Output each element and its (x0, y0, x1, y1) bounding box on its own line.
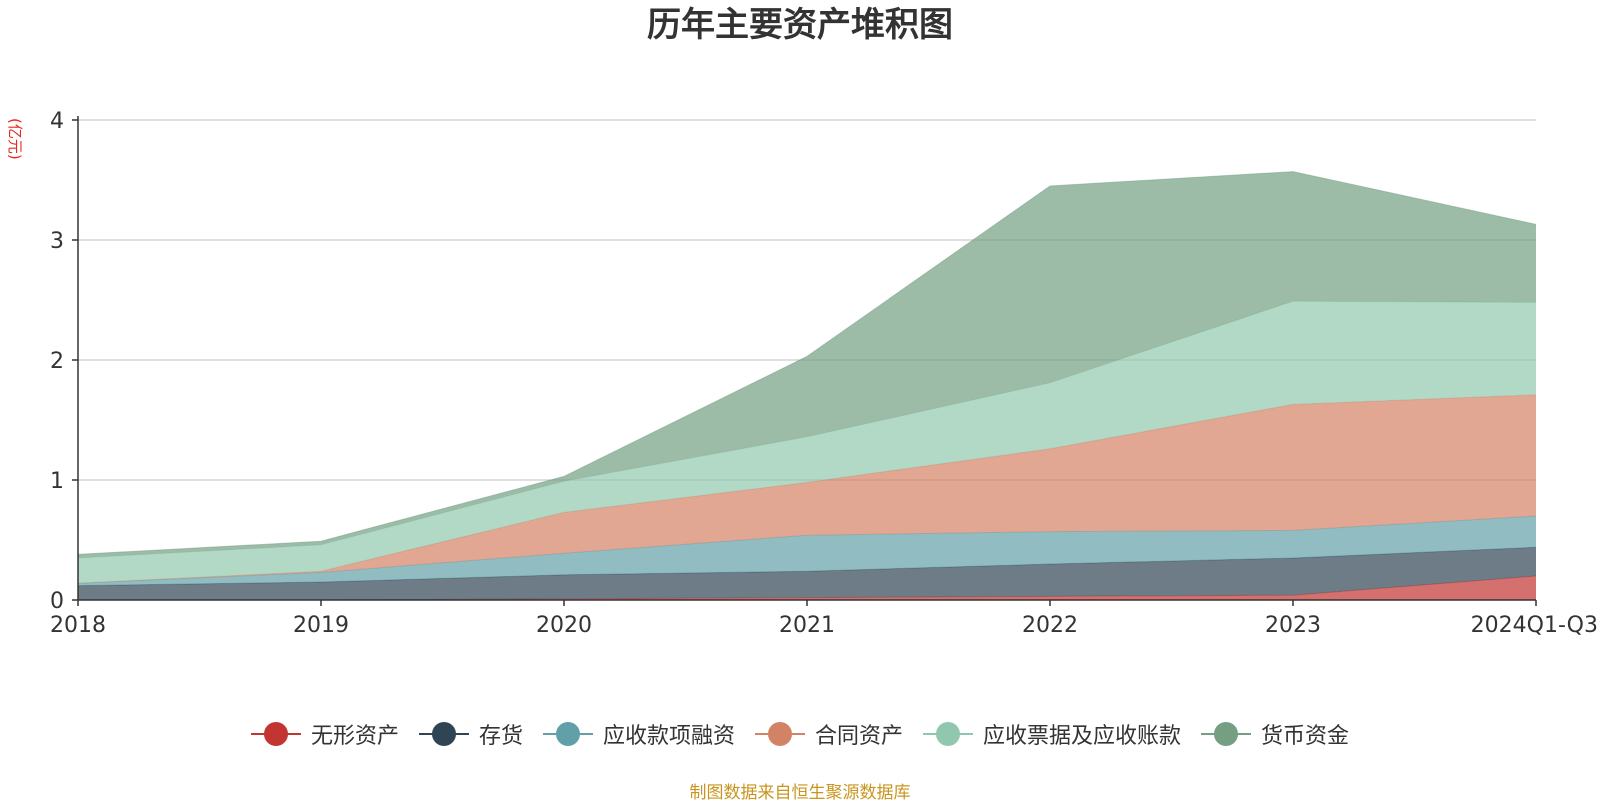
y-tick-label: 2 (50, 349, 64, 374)
legend-label: 存货 (478, 724, 523, 749)
x-tick-label: 2024Q1-Q3 (1471, 613, 1598, 638)
y-tick-label: 4 (50, 109, 64, 134)
legend-item[interactable]: 货币资金 (1201, 718, 1349, 750)
legend-marker-icon (418, 722, 469, 746)
area-edge-5 (77, 171, 1537, 555)
legend-item[interactable]: 无形资产 (250, 718, 399, 750)
chart-legend: 无形资产 存货 应收款项融资 合同资产 应收票据及应收账款 货币资金 (0, 718, 1600, 750)
area-series-4 (78, 301, 1536, 584)
y-tick-label: 0 (50, 589, 64, 614)
legend-label: 合同资产 (815, 724, 904, 749)
y-tick-label: 1 (50, 469, 64, 494)
x-tick-label: 2019 (293, 613, 349, 638)
x-tick-label: 2021 (779, 613, 835, 638)
area-series-5 (78, 171, 1536, 558)
area-series-2 (78, 516, 1536, 586)
y-tick-label: 3 (50, 229, 64, 254)
legend-item[interactable]: 合同资产 (755, 718, 903, 750)
legend-item[interactable]: 存货 (418, 718, 523, 750)
legend-label: 应收款项融资 (602, 724, 735, 749)
x-tick-label: 2020 (536, 613, 592, 638)
x-tick-label: 2022 (1022, 613, 1078, 638)
legend-item[interactable]: 应收票据及应收账款 (923, 718, 1181, 750)
area-series-0 (78, 576, 1536, 600)
legend-marker-icon (250, 722, 301, 746)
legend-label: 应收票据及应收账款 (983, 724, 1182, 749)
legend-label: 货币资金 (1261, 724, 1350, 749)
legend-marker-icon (755, 722, 805, 746)
stacked-area-chart: 0 1 2 3 4 2018 2019 2020 2021 2022 2023 2024Q1-Q3 (50, 109, 1598, 638)
legend-marker-icon (1201, 722, 1252, 746)
x-tick-label: 2018 (50, 613, 106, 638)
legend-marker-icon (542, 722, 593, 746)
data-source-note: 制图数据来自恒生聚源数据库 (689, 783, 911, 803)
legend-label: 无形资产 (310, 724, 399, 749)
chart-title: 历年主要资产堆积图 (647, 5, 953, 45)
x-tick-label: 2023 (1265, 613, 1321, 638)
area-series-3 (78, 394, 1536, 584)
legend-item[interactable]: 应收款项融资 (542, 718, 735, 750)
area-series-1 (78, 547, 1536, 600)
legend-marker-icon (923, 722, 974, 746)
